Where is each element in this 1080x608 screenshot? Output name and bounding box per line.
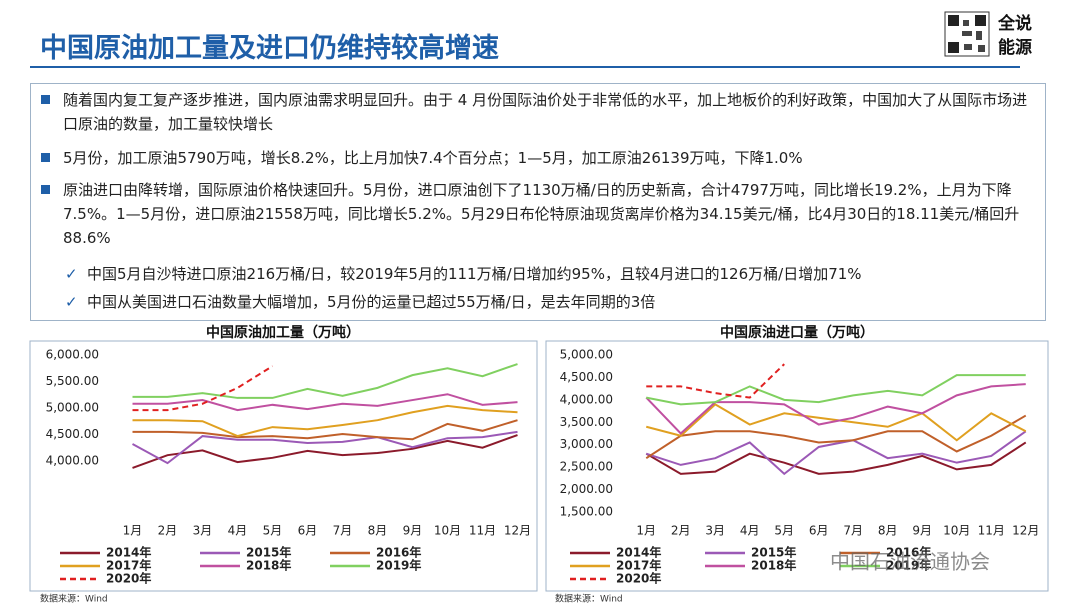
- bullet: 随着国内复工复产逐步推进，国内原油需求明显回升。由于 4 月份国际油价处于非常低…: [41, 88, 1038, 136]
- x-tick-label: 3月: [705, 524, 725, 538]
- x-tick-label: 5月: [774, 524, 794, 538]
- x-tick-label: 5月: [263, 524, 283, 538]
- legend-label: 2020年: [106, 571, 151, 586]
- series-line: [132, 434, 518, 469]
- x-tick-label: 10月: [434, 524, 461, 538]
- sub-bullet-text: 中国从美国进口石油数量大幅增加，5月份的运量已超过55万桶/日，是去年同期的3倍: [87, 293, 656, 311]
- x-tick-label: 2月: [671, 524, 691, 538]
- check-icon: ✓: [65, 293, 78, 311]
- chart-title: 中国原油加工量（万吨）: [206, 324, 360, 341]
- y-tick-label: 4,000.00: [46, 454, 99, 468]
- legend-label: 2015年: [751, 545, 796, 560]
- series-line: [645, 441, 1027, 475]
- x-tick-label: 7月: [843, 524, 863, 538]
- y-tick-label: 5,500.00: [46, 374, 99, 388]
- x-tick-label: 2月: [158, 524, 178, 538]
- y-tick-label: 5,000.00: [560, 348, 613, 362]
- bullet: 原油进口由降转增，国际原油价格快速回升。5月份，进口原油创下了1130万桶/日的…: [41, 178, 1038, 250]
- qr-code: [944, 11, 990, 57]
- x-tick-label: 1月: [636, 524, 656, 538]
- x-tick-label: 6月: [298, 524, 318, 538]
- series-line: [646, 363, 785, 399]
- x-tick-label: 11月: [469, 524, 496, 538]
- bullet: 5月份，加工原油5790万吨，增长8.2%，比上月加快7.4个百分点；1—5月，…: [41, 146, 1038, 170]
- legend-label: 2016年: [886, 545, 931, 560]
- chart-frame: [29, 340, 538, 592]
- y-tick-label: 1,500.00: [560, 505, 613, 519]
- legend-label: 2014年: [106, 545, 151, 560]
- y-tick-label: 6,000.00: [46, 348, 99, 362]
- x-tick-label: 12月: [1012, 524, 1039, 538]
- sub-bullet: ✓ 中国从美国进口石油数量大幅增加，5月份的运量已超过55万桶/日，是去年同期的3…: [65, 290, 1037, 314]
- series-line: [646, 374, 1026, 406]
- x-tick-label: 8月: [878, 524, 898, 538]
- bullet-box: 随着国内复工复产逐步推进，国内原油需求明显回升。由于 4 月份国际油价处于非常低…: [30, 83, 1046, 321]
- source-note: 数据来源：Wind: [555, 593, 623, 605]
- x-tick-label: 3月: [193, 524, 213, 538]
- series-line: [645, 403, 1027, 442]
- y-tick-label: 2,500.00: [560, 460, 613, 474]
- source-note: 数据来源：Wind: [40, 593, 108, 605]
- logo-text: 能源: [998, 38, 1032, 58]
- x-tick-label: 10月: [943, 524, 970, 538]
- chart-frame: [545, 340, 1049, 592]
- legend-label: 2018年: [246, 558, 291, 573]
- slide-title: 中国原油加工量及进口仍维持较高增速: [40, 33, 499, 64]
- legend-label: 2017年: [106, 558, 151, 573]
- series-line: [132, 419, 518, 441]
- x-tick-label: 4月: [740, 524, 760, 538]
- check-icon: ✓: [65, 265, 78, 283]
- y-tick-label: 4,500.00: [560, 370, 613, 384]
- y-tick-label: 4,000.00: [560, 392, 613, 406]
- sub-bullet-text: 中国5月自沙特进口原油216万桶/日，较2019年5月的111万桶/日增加约95…: [87, 265, 862, 283]
- x-tick-label: 9月: [912, 524, 932, 538]
- y-tick-label: 2,000.00: [560, 482, 613, 496]
- x-tick-label: 4月: [228, 524, 248, 538]
- sub-bullet: ✓ 中国5月自沙特进口原油216万桶/日，较2019年5月的111万桶/日增加约9…: [65, 262, 1037, 286]
- logo: 全说 能源: [998, 12, 1032, 60]
- y-tick-label: 3,500.00: [560, 415, 613, 429]
- legend-label: 2016年: [376, 545, 421, 560]
- logo-text: 全说: [998, 14, 1032, 34]
- x-tick-label: 6月: [809, 524, 829, 538]
- series-line: [132, 404, 518, 438]
- y-tick-label: 4,500.00: [46, 427, 99, 441]
- series-line: [645, 414, 1027, 460]
- legend-label: 2014年: [616, 545, 661, 560]
- x-tick-label: 12月: [504, 524, 531, 538]
- legend-label: 2019年: [376, 558, 421, 573]
- legend-label: 2020年: [616, 571, 661, 586]
- x-tick-label: 8月: [368, 524, 388, 538]
- series-line: [132, 393, 518, 412]
- x-tick-label: 1月: [123, 524, 143, 538]
- legend-label: 2017年: [616, 558, 661, 573]
- y-tick-label: 3,000.00: [560, 437, 613, 451]
- title-rule: [30, 66, 1020, 68]
- chart-title: 中国原油进口量（万吨）: [720, 324, 874, 341]
- watermark: 中国石油流通协会: [830, 550, 990, 574]
- series-line: [132, 365, 274, 412]
- y-tick-label: 5,000.00: [46, 401, 99, 415]
- legend-label: 2015年: [246, 545, 291, 560]
- x-tick-label: 11月: [978, 524, 1005, 538]
- series-line: [645, 430, 1027, 476]
- legend-label: 2018年: [751, 558, 796, 573]
- series-line: [645, 383, 1026, 435]
- x-tick-label: 7月: [333, 524, 353, 538]
- legend-label: 2019年: [886, 558, 931, 573]
- series-line: [132, 430, 518, 465]
- x-tick-label: 9月: [403, 524, 423, 538]
- series-line: [132, 363, 518, 399]
